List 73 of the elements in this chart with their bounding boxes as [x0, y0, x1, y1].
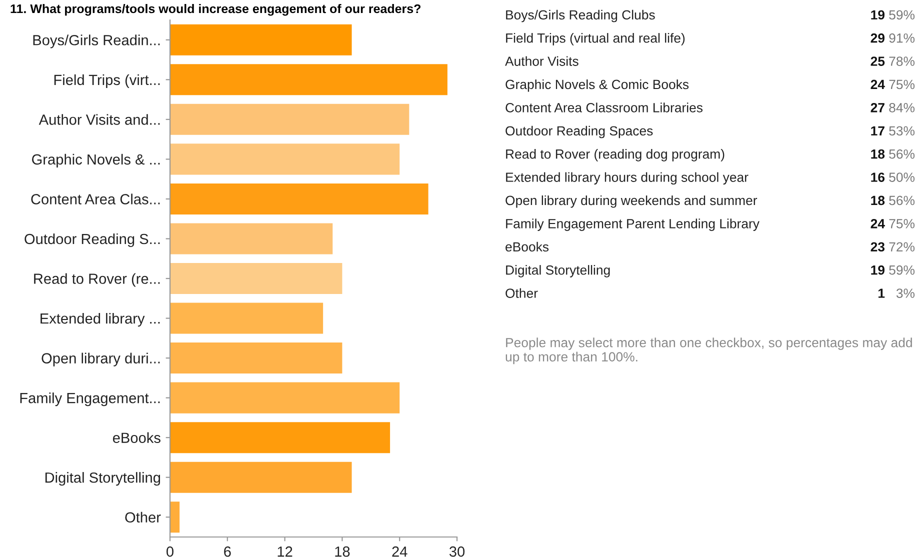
category-label: Outdoor Reading Spaces	[506, 126, 653, 138]
y-tick-label: Read to Rover (re...	[34, 273, 160, 287]
chart-title: 11. What programs/tools would increase engagement of our readers?	[10, 4, 420, 16]
category-label: Content Area Classroom Libraries	[506, 102, 703, 112]
x-tick-label: 18	[335, 546, 350, 557]
data-label: 75%	[889, 219, 915, 228]
category-label: Author Visits	[505, 56, 578, 66]
y-tick-label: Field Trips (virt...	[54, 74, 160, 88]
text: People may select more than one checkbox, so percentages may add up to more than 100%.	[506, 338, 912, 364]
bar	[170, 422, 390, 454]
bar	[170, 342, 342, 374]
bar	[170, 223, 333, 254]
data-label: 1	[878, 288, 885, 298]
data-label: 18	[871, 196, 885, 206]
x-tick-label: 24	[392, 546, 408, 557]
data-label: 53%	[889, 126, 915, 136]
y-tick-label: Extended library ...	[40, 312, 160, 327]
data-label: 23	[870, 242, 885, 252]
data-label: 59%	[889, 265, 915, 275]
data-label: 72%	[889, 242, 915, 252]
category-label: Extended library hours during school year	[506, 172, 748, 185]
data-label: 3%	[896, 288, 915, 298]
data-label: 50%	[889, 172, 915, 182]
bar	[170, 144, 400, 175]
bar	[170, 183, 428, 214]
bar	[170, 24, 352, 56]
bar	[170, 462, 352, 493]
bar	[170, 262, 342, 294]
bar	[170, 302, 324, 334]
category-label: Open library during weekends and summer	[506, 195, 758, 208]
y-tick-label: Open library duri...	[42, 352, 160, 366]
data-label: 56%	[889, 149, 915, 159]
y-tick-label: Family Engagement...	[20, 392, 160, 406]
category-label: Digital Storytelling	[506, 265, 610, 278]
data-label: 25	[870, 56, 885, 66]
category-label: Family Engagement Parent Lending Library	[506, 218, 760, 231]
data-label: 91%	[889, 33, 915, 43]
category-label: Other	[506, 288, 538, 298]
category-label: Graphic Novels & Comic Books	[506, 79, 689, 92]
data-label: 27	[870, 103, 884, 112]
x-tick-label: 0	[166, 546, 174, 557]
data-label: 56%	[889, 196, 915, 206]
y-tick-label: Other	[125, 512, 161, 523]
y-tick-label: Boys/Girls Readin...	[33, 34, 160, 48]
category-label: eBooks	[506, 242, 549, 252]
bar	[170, 502, 180, 533]
x-tick-label: 30	[449, 546, 465, 557]
y-tick-label: Digital Storytelling	[45, 472, 160, 486]
data-label: 16	[871, 172, 885, 182]
x-tick-label: 12	[278, 546, 292, 557]
category-label: Boys/Girls Reading Clubs	[506, 10, 655, 22]
y-tick-label: Author Visits and...	[38, 114, 160, 125]
y-tick-label: Content Area Clas...	[31, 194, 160, 204]
data-label: 19	[871, 10, 885, 20]
category-label: Field Trips (virtual and real life)	[506, 33, 685, 46]
data-label: 18	[871, 149, 885, 159]
bar	[170, 382, 400, 414]
data-label: 19	[871, 265, 885, 275]
data-label: 84%	[889, 103, 915, 112]
category-label: Read to Rover (reading dog program)	[506, 149, 724, 162]
bar	[170, 64, 448, 96]
y-tick-label: Outdoor Reading S...	[24, 233, 160, 248]
data-label: 24	[870, 219, 885, 228]
data-label: 17	[871, 126, 884, 136]
data-label: 75%	[889, 80, 915, 90]
y-tick-label: eBooks	[112, 432, 160, 444]
bar	[170, 104, 410, 135]
y-tick-label: Graphic Novels & ...	[32, 154, 160, 168]
data-label: 78%	[889, 56, 915, 66]
data-label: 29	[870, 33, 885, 43]
data-label: 59%	[889, 10, 915, 20]
data-label: 24	[870, 80, 885, 90]
x-tick-label: 6	[224, 546, 231, 557]
